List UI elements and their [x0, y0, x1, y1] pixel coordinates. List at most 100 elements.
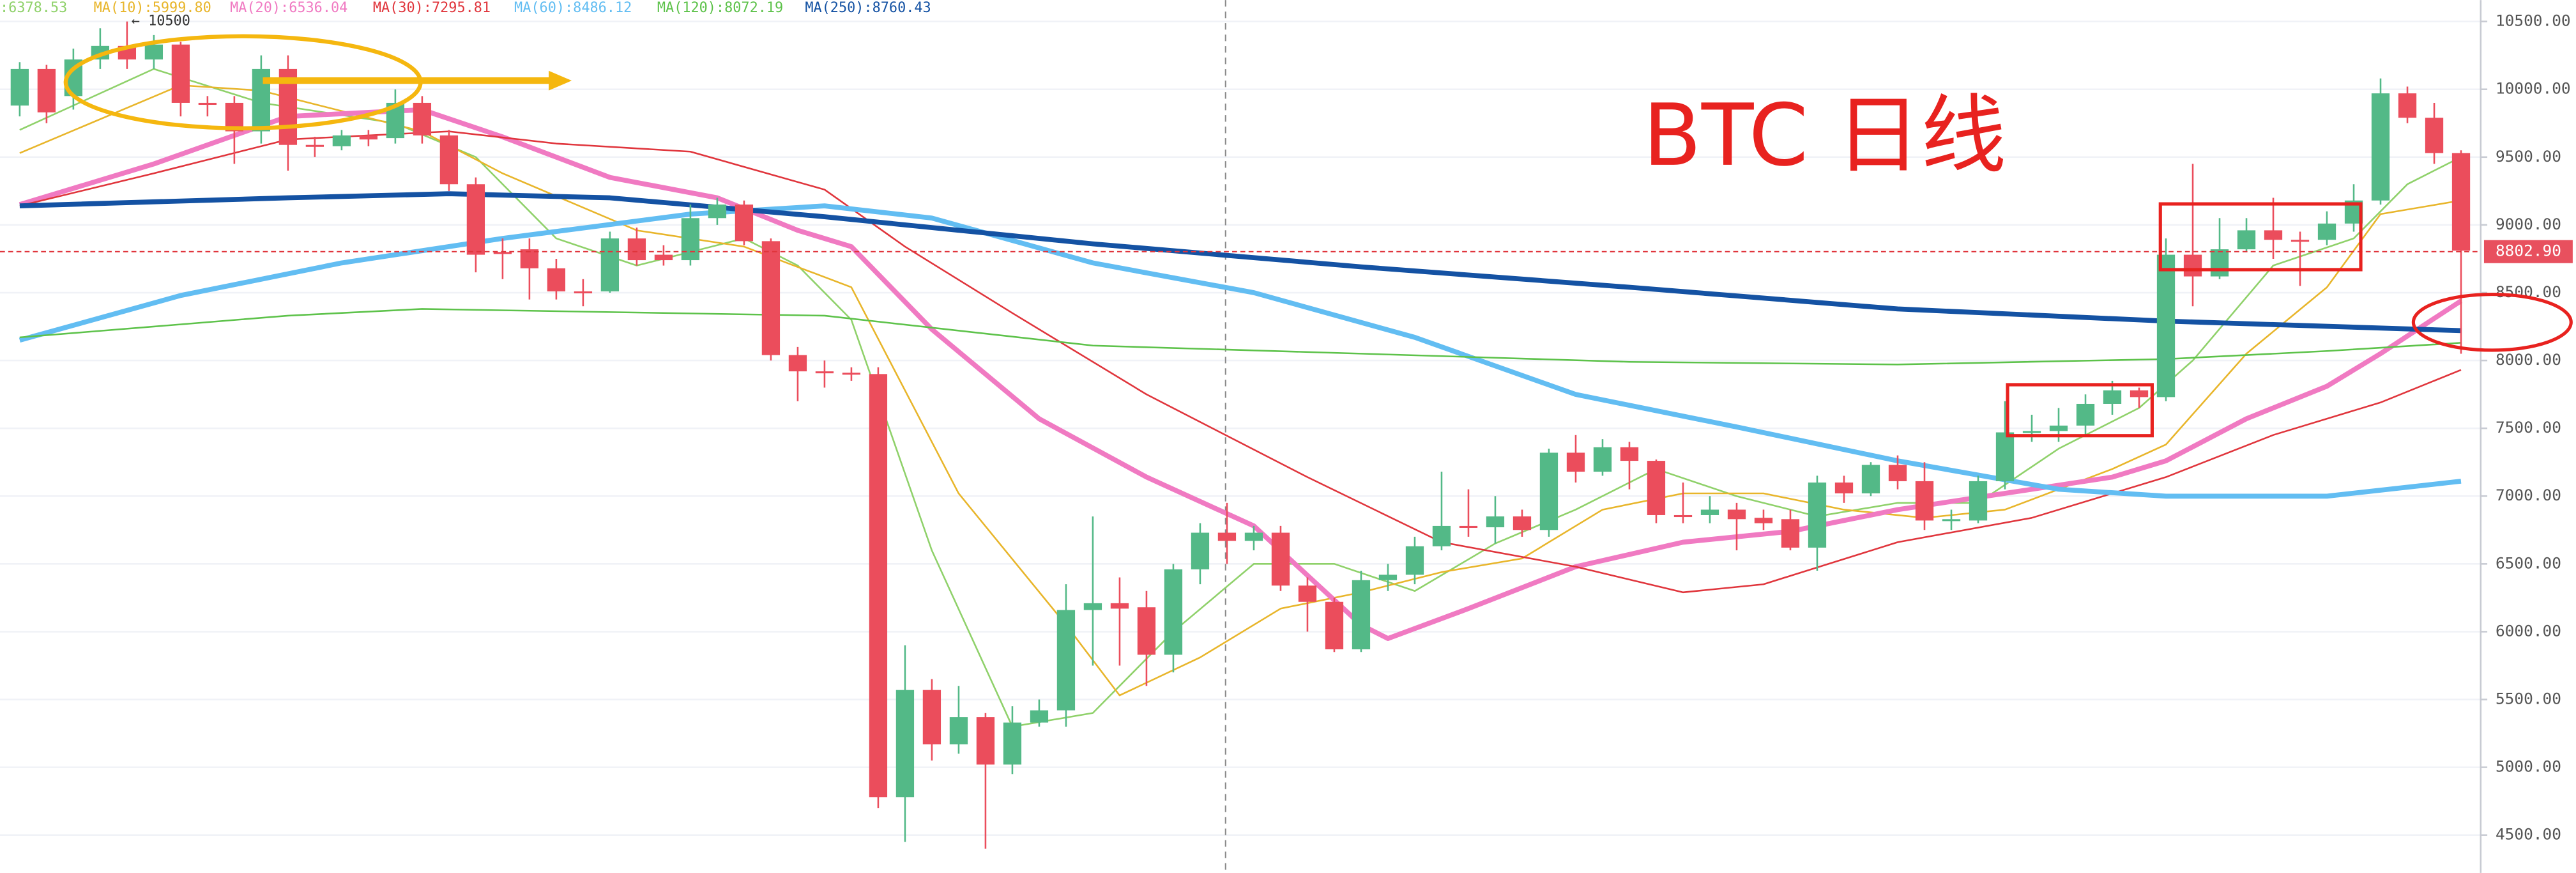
y-tick-label: 4500.00	[2496, 825, 2561, 844]
candle-body	[466, 184, 485, 255]
candle-body	[10, 68, 29, 106]
candle-body	[761, 241, 781, 355]
y-tick-label: 5000.00	[2496, 757, 2561, 776]
candle-body	[1969, 481, 1988, 521]
candle-body	[1700, 509, 1719, 515]
candle-body	[1217, 532, 1237, 541]
y-tick-label: 6000.00	[2496, 621, 2561, 640]
candle-body	[574, 291, 593, 293]
candle-body	[1056, 610, 1076, 711]
candle-body	[2076, 403, 2095, 426]
arrow-head	[549, 70, 572, 91]
candle-body	[144, 44, 164, 60]
candle-body	[1352, 580, 1371, 650]
candle-body	[1888, 465, 1907, 481]
candle-body	[922, 690, 941, 745]
candle-body	[2264, 230, 2283, 240]
candle-body	[2183, 254, 2202, 277]
candle-body	[1003, 722, 1022, 765]
legend-entry: :6378.53	[0, 0, 67, 16]
candle-body	[2210, 249, 2229, 277]
candle-body	[1566, 452, 1585, 472]
ma-line	[19, 191, 2462, 334]
candle-body	[547, 268, 566, 291]
legend: :6378.53 MA(10):5999.80 MA(20):6536.04 MA(3…	[0, 0, 931, 16]
highlight-ellipse	[2411, 292, 2573, 352]
y-tick-label: 9000.00	[2496, 215, 2561, 233]
candle-body	[37, 68, 56, 112]
candle-body	[1271, 532, 1290, 586]
legend-entry: MA(20):6536.04	[230, 0, 347, 16]
candle-body	[869, 374, 888, 798]
legend-entry: MA(60):8486.12	[514, 0, 632, 16]
candle-body	[1647, 461, 1666, 515]
candle-body	[1834, 483, 1854, 494]
candle-body	[332, 135, 351, 146]
candle-body	[413, 102, 432, 135]
candle-body	[2049, 425, 2068, 431]
y-tick-label: 5500.00	[2496, 690, 2561, 708]
candle-body	[1244, 532, 1263, 541]
ma-line	[19, 308, 2462, 366]
candle-body	[627, 238, 646, 261]
grid	[0, 20, 2481, 836]
candle-body	[1593, 447, 1612, 472]
ma-line	[19, 203, 2462, 499]
candle-body	[1539, 452, 1559, 530]
last-price-tag	[2483, 240, 2573, 263]
candle-body	[2451, 153, 2471, 251]
legend-entry: MA(30):7295.81	[373, 0, 491, 16]
candle-body	[1486, 516, 1505, 528]
candle-body	[493, 252, 512, 254]
highlight-box	[2158, 202, 2363, 272]
y-tick-label: 7000.00	[2496, 486, 2561, 504]
candle-body	[949, 717, 968, 745]
candle-body	[1727, 509, 1746, 520]
high-marker: ← 10500	[132, 13, 190, 29]
candle-body	[2156, 254, 2176, 398]
ma-line	[19, 84, 2462, 697]
candle-body	[1942, 519, 1961, 521]
candle-body	[1405, 546, 1424, 575]
candle-body	[815, 371, 834, 374]
candle-body	[976, 717, 995, 765]
candle-body	[1110, 603, 1129, 609]
candle-body	[1083, 603, 1102, 610]
ma-line	[19, 130, 2462, 594]
candle-body	[681, 218, 700, 261]
candle-body	[896, 690, 915, 798]
candle-body	[2398, 93, 2417, 118]
y-tick-label: 10500.00	[2496, 12, 2571, 30]
candle-body	[2371, 93, 2390, 201]
y-tick-label: 8000.00	[2496, 350, 2561, 369]
candle-body	[1137, 607, 1156, 655]
candle-body	[1995, 432, 2015, 481]
candle-body	[2237, 230, 2256, 250]
last-price-label: 8802.90	[2496, 242, 2561, 260]
candle-body	[2425, 118, 2444, 153]
candle-body	[359, 135, 378, 140]
overlay: 4500.00 5000.00 5500.00 6000.00 6500.00 7000.…	[0, 12, 2573, 844]
y-tick-label: 10000.00	[2496, 79, 2571, 98]
candle-body	[1298, 585, 1317, 602]
candles	[10, 21, 2471, 849]
highlight-box	[2006, 383, 2154, 438]
candle-body	[1673, 514, 1693, 518]
candle-body	[2103, 390, 2122, 404]
candle-body	[842, 373, 861, 375]
candle-body	[600, 238, 620, 291]
candle-body	[2022, 431, 2041, 433]
candle-body	[1808, 483, 1827, 548]
candle-body	[1861, 465, 1880, 494]
candle-body	[708, 205, 727, 219]
candle-body	[654, 254, 673, 261]
candle-body	[1513, 516, 1532, 530]
candle-body	[1325, 601, 1344, 650]
candle-body	[2317, 223, 2336, 240]
y-tick-label: 6500.00	[2496, 553, 2561, 572]
candle-body	[1164, 569, 1183, 655]
candle-body	[439, 135, 459, 185]
candle-body	[735, 205, 754, 242]
candle-body	[171, 44, 190, 103]
